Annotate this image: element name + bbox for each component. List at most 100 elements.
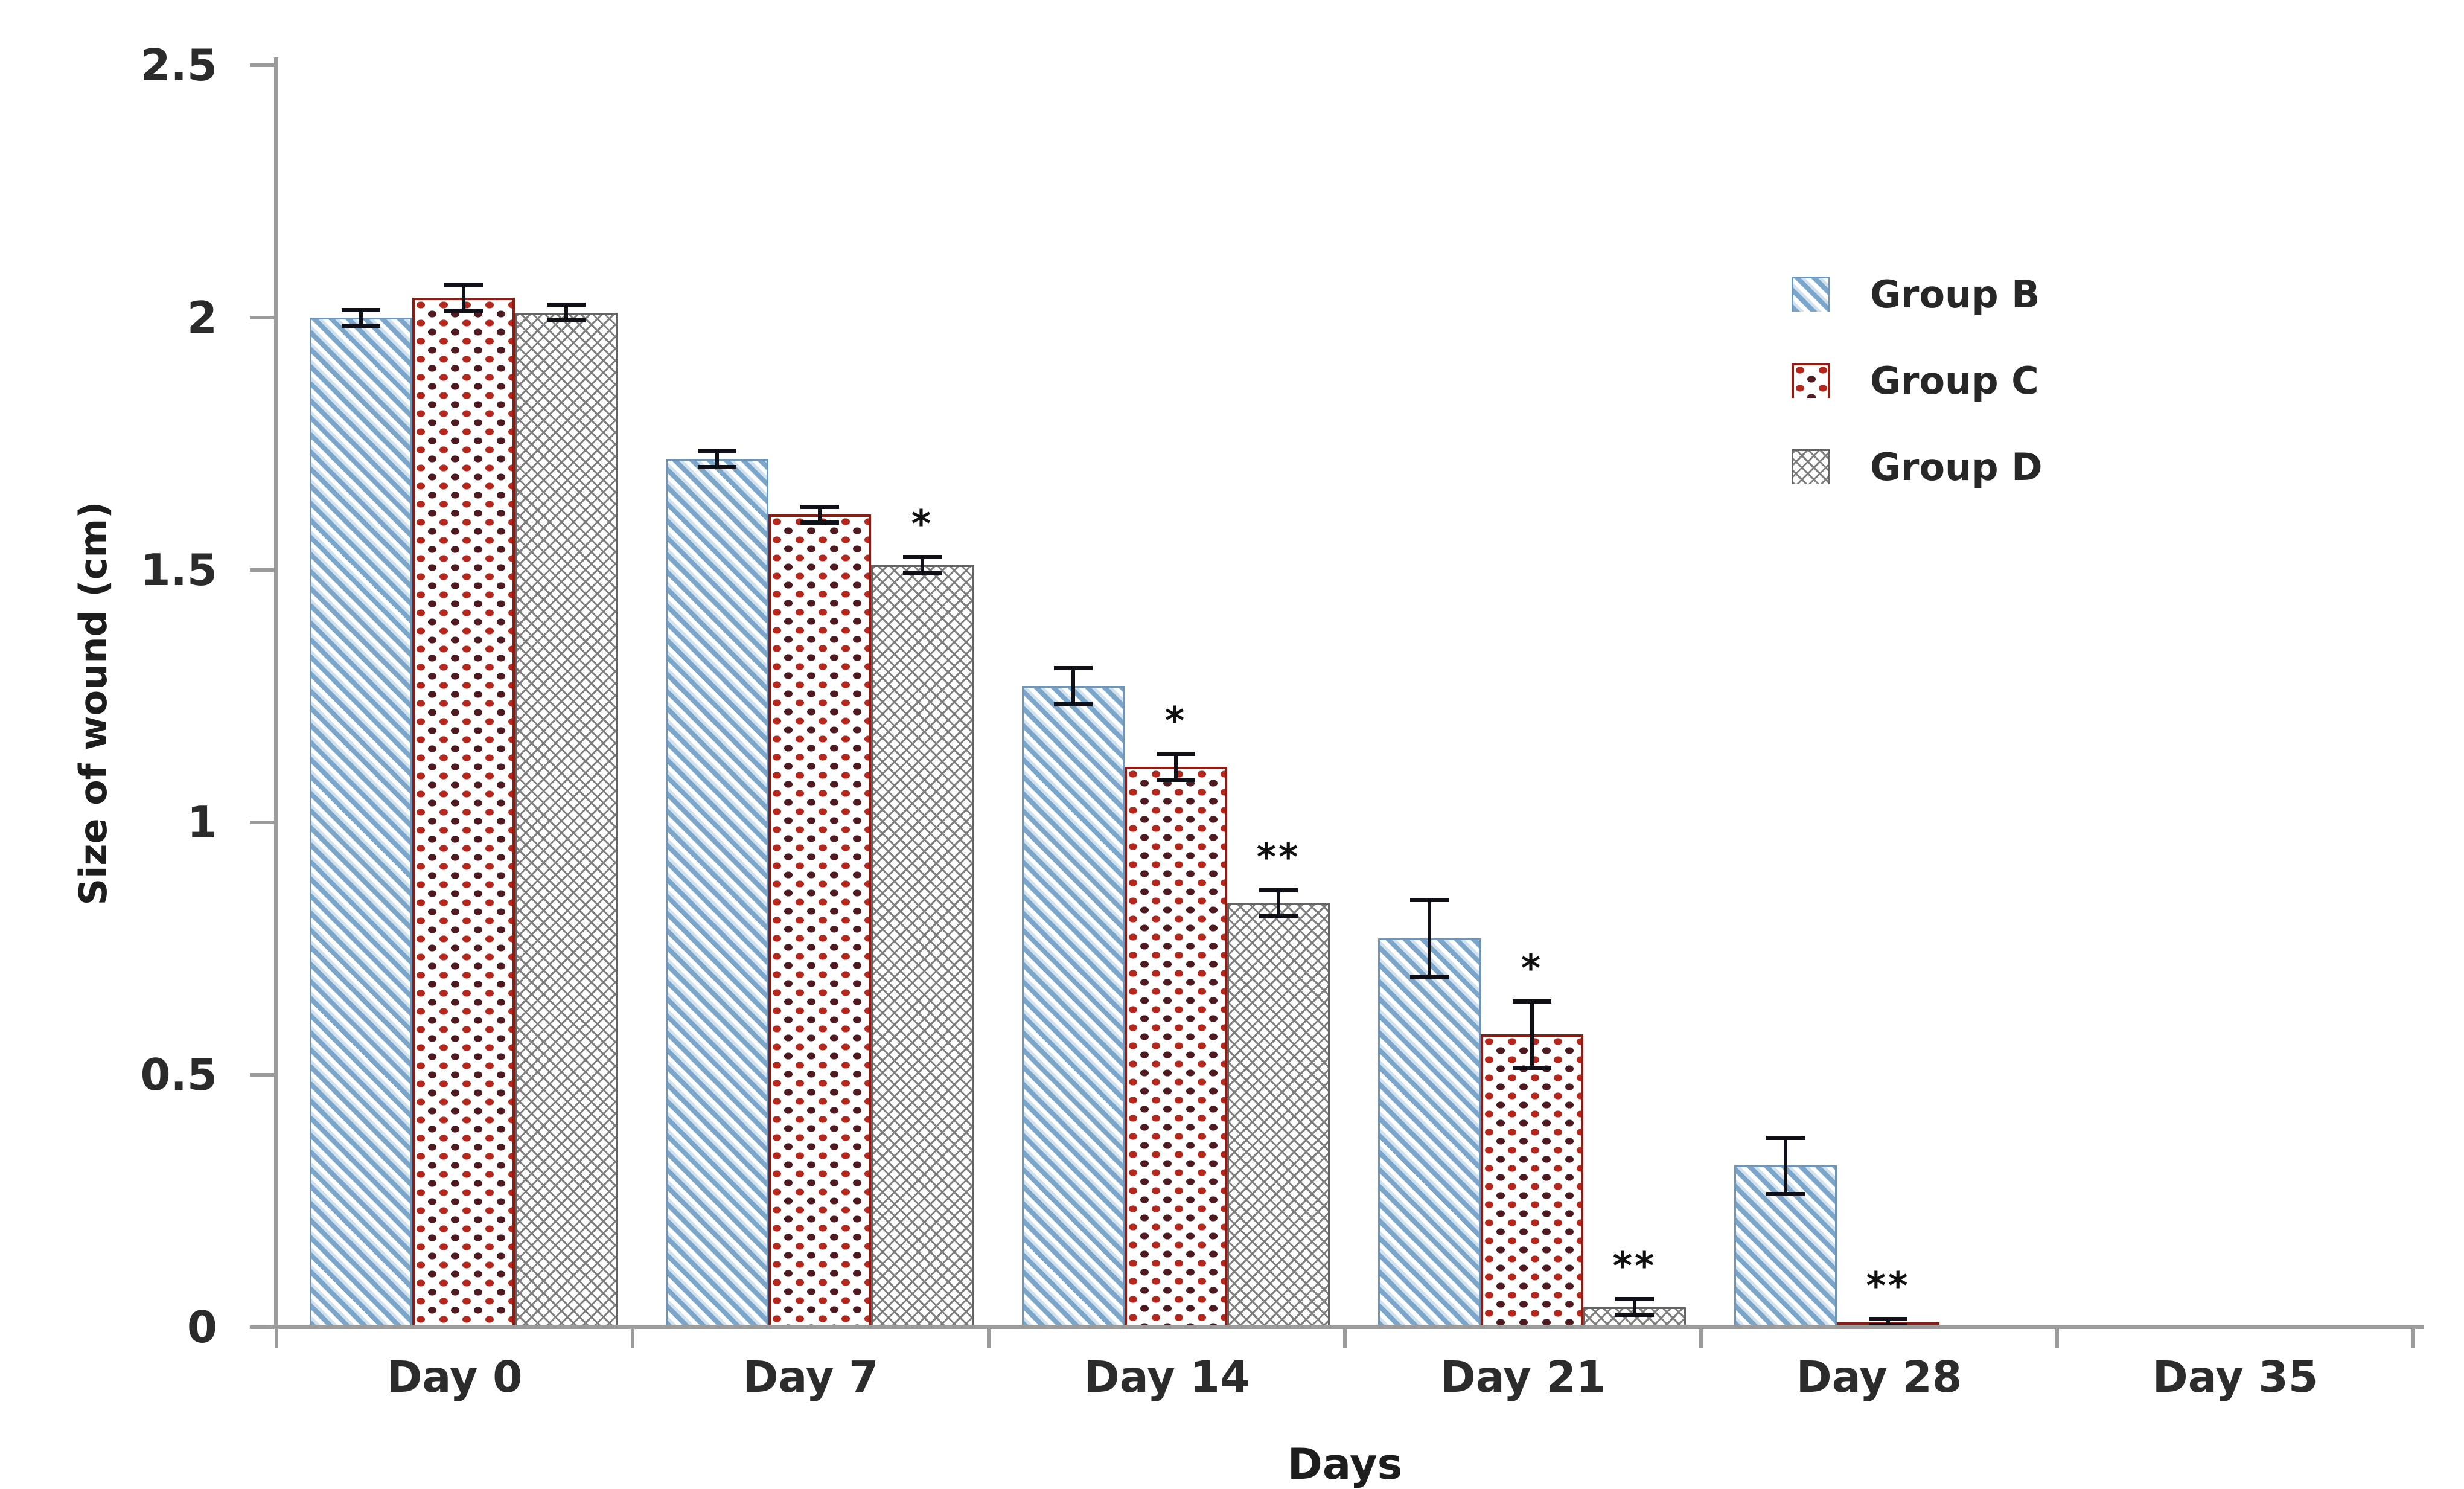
error-bar-stem — [1428, 898, 1431, 979]
error-bar-top-cap — [1259, 888, 1298, 892]
bar-group-c-day-21 — [1481, 1034, 1583, 1327]
error-bar-bottom-cap — [1615, 1313, 1654, 1317]
significance-annotation-group-d-day-21: ** — [1612, 1244, 1657, 1288]
error-bar-top-cap — [1615, 1297, 1654, 1301]
error-bar-top-cap — [1054, 666, 1093, 670]
x-category-label-day-0: Day 0 — [386, 1352, 523, 1402]
y-tick-label-1.5: 1.5 — [140, 545, 217, 595]
error-bar-stem — [1784, 1136, 1787, 1196]
error-bar-top-cap — [1410, 898, 1449, 902]
error-bar-stem — [1071, 666, 1075, 706]
x-category-label-day-7: Day 7 — [742, 1352, 879, 1402]
error-bar-top-cap — [1513, 999, 1551, 1004]
legend-row-group-b: Group B — [1792, 272, 2043, 316]
error-bar-group-d-day-7 — [903, 555, 942, 575]
significance-annotation-group-d-day-7: * — [911, 502, 934, 546]
y-axis-title: Size of wound (cm) — [71, 501, 115, 906]
y-tick-label-0.5: 0.5 — [140, 1049, 217, 1100]
legend-label-group-d: Group D — [1870, 444, 2043, 489]
legend: Group B Group C Group D — [1792, 272, 2043, 534]
y-tick-1 — [250, 821, 276, 824]
error-bar-stem — [1174, 752, 1178, 782]
error-bar-top-cap — [444, 283, 483, 287]
error-bar-bottom-cap — [1259, 914, 1298, 918]
bar-group-d-day-14 — [1227, 903, 1330, 1327]
x-tick-boundary-6 — [2411, 1328, 2415, 1348]
plot-area: * * ** * ** ** — [250, 57, 2424, 1348]
significance-annotation-group-c-day-28: ** — [1866, 1264, 1910, 1308]
significance-annotation-group-c-day-14: * — [1164, 699, 1187, 743]
error-bar-stem — [1530, 999, 1534, 1070]
error-bar-group-c-day-14 — [1157, 752, 1195, 782]
x-category-label-day-35: Day 35 — [2152, 1352, 2319, 1402]
error-bar-group-c-day-0 — [444, 283, 483, 313]
error-bar-group-b-day-0 — [342, 308, 380, 328]
legend-swatch-group-b-pattern-icon — [1792, 277, 1830, 312]
x-tick-boundary-4 — [1699, 1328, 1703, 1348]
bar-group-b-day-7 — [666, 459, 768, 1327]
error-bar-top-cap — [547, 303, 586, 307]
bar-group-c-day-14 — [1125, 767, 1227, 1327]
y-tick-label-1: 1 — [187, 797, 217, 848]
x-tick-boundary-5 — [2055, 1328, 2059, 1348]
legend-row-group-d: Group D — [1792, 444, 2043, 489]
x-category-label-day-14: Day 14 — [1084, 1352, 1250, 1402]
error-bar-top-cap — [1766, 1136, 1805, 1140]
x-category-label-day-28: Day 28 — [1796, 1352, 1962, 1402]
error-bar-bottom-cap — [800, 520, 839, 525]
bar-group-b-day-21 — [1378, 938, 1481, 1327]
y-tick-0 — [250, 1325, 276, 1329]
error-bar-stem — [359, 308, 363, 328]
error-bar-bottom-cap — [903, 571, 942, 575]
error-bar-bottom-cap — [547, 318, 586, 322]
legend-label-group-b: Group B — [1870, 272, 2040, 316]
bar-group-c-day-0 — [412, 298, 515, 1327]
error-bar-stem — [715, 449, 719, 469]
error-bar-stem — [564, 303, 568, 322]
x-tick-boundary-0 — [275, 1328, 278, 1348]
y-tick-label-2.5: 2.5 — [140, 40, 217, 91]
error-bar-top-cap — [698, 449, 736, 453]
error-bar-stem — [1277, 888, 1280, 918]
y-tick-label-2: 2 — [187, 292, 217, 343]
error-bar-top-cap — [903, 555, 942, 559]
error-bar-top-cap — [342, 308, 380, 312]
bar-group-d-day-7 — [871, 565, 974, 1327]
error-bar-group-c-day-7 — [800, 505, 839, 525]
bar-group-d-day-0 — [515, 313, 618, 1327]
y-tick-2.5 — [250, 63, 276, 67]
y-tick-label-0: 0 — [187, 1302, 217, 1353]
error-bar-top-cap — [1869, 1317, 1907, 1321]
error-bar-group-b-day-21 — [1410, 898, 1449, 979]
y-axis-line — [274, 57, 278, 1327]
x-axis-line — [266, 1325, 2424, 1329]
y-tick-0.5 — [250, 1073, 276, 1077]
bar-group-c-day-7 — [768, 514, 871, 1327]
bar-group-b-day-0 — [310, 318, 412, 1327]
error-bar-bottom-cap — [1766, 1192, 1805, 1196]
error-bar-group-d-day-21 — [1615, 1297, 1654, 1317]
error-bar-stem — [1886, 1317, 1890, 1327]
significance-annotation-group-c-day-21: * — [1521, 946, 1543, 990]
x-category-label-day-21: Day 21 — [1440, 1352, 1606, 1402]
error-bar-bottom-cap — [1410, 975, 1449, 979]
y-tick-2 — [250, 316, 276, 319]
error-bar-stem — [462, 283, 465, 313]
x-tick-boundary-1 — [631, 1328, 634, 1348]
bar-group-b-day-14 — [1022, 686, 1125, 1327]
error-bar-bottom-cap — [1054, 702, 1093, 706]
legend-row-group-c: Group C — [1792, 358, 2043, 403]
x-tick-boundary-2 — [987, 1328, 991, 1348]
error-bar-top-cap — [1157, 752, 1195, 756]
error-bar-group-b-day-7 — [698, 449, 736, 469]
error-bar-stem — [921, 555, 924, 575]
x-axis-title: Days — [1287, 1439, 1403, 1489]
error-bar-top-cap — [800, 505, 839, 509]
significance-annotation-group-d-day-14: ** — [1256, 835, 1301, 879]
error-bar-group-c-day-21 — [1513, 999, 1551, 1070]
error-bar-bottom-cap — [444, 309, 483, 313]
y-tick-1.5 — [250, 568, 276, 572]
legend-label-group-c: Group C — [1870, 358, 2039, 403]
error-bar-bottom-cap — [1157, 778, 1195, 782]
